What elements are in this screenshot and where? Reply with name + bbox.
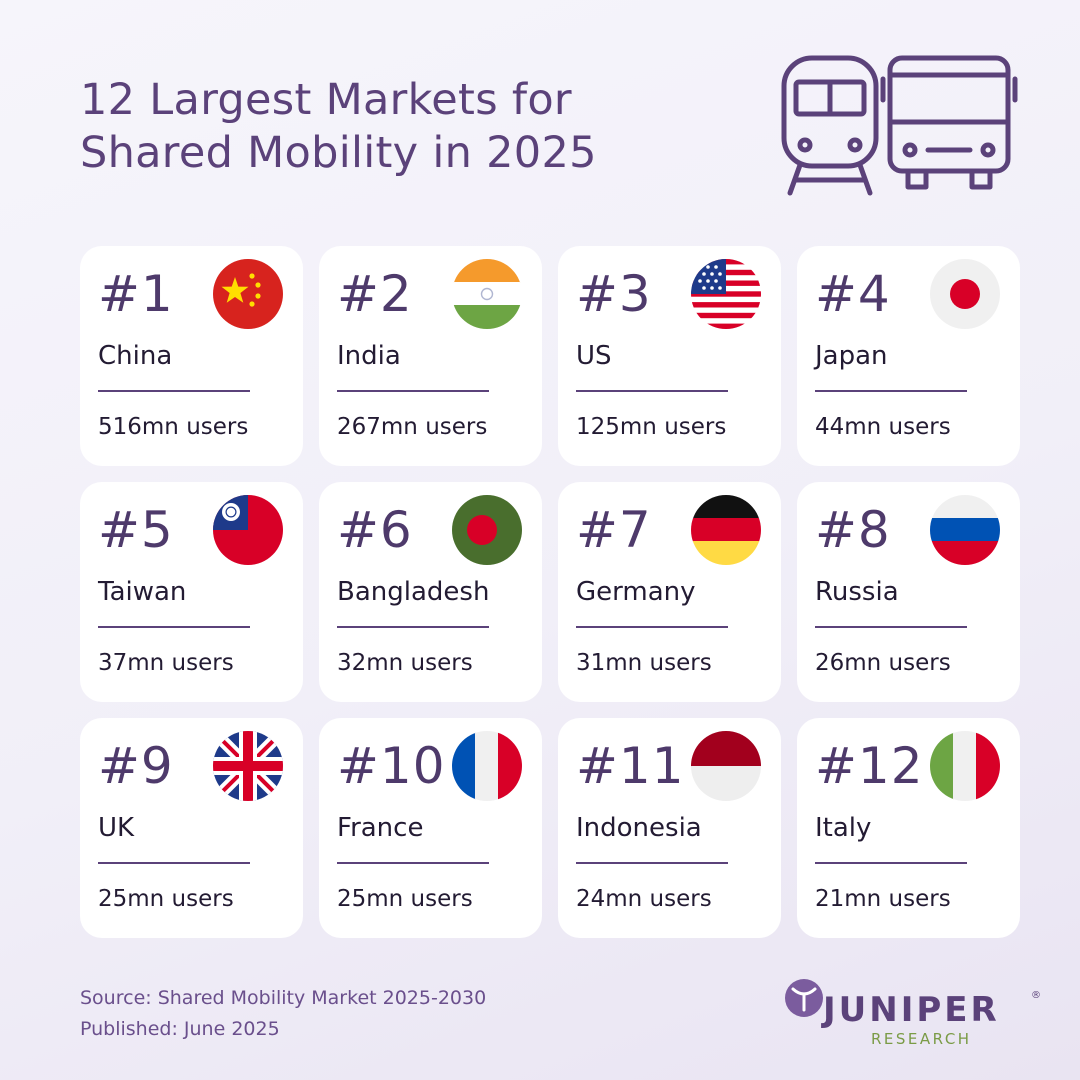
users-count: 24mn users: [576, 886, 712, 912]
market-card: #6 Bangladesh 32mn users: [319, 482, 542, 702]
divider: [576, 862, 728, 864]
japan-flag-icon: [930, 259, 1000, 329]
country-name: Russia: [815, 577, 899, 607]
rank-label: #12: [815, 737, 924, 795]
country-name: Bangladesh: [337, 577, 490, 607]
france-flag-icon: [452, 731, 522, 801]
divider: [98, 862, 250, 864]
divider: [815, 626, 967, 628]
country-name: Indonesia: [576, 813, 702, 843]
divider: [337, 390, 489, 392]
divider: [98, 626, 250, 628]
rank-label: #6: [337, 501, 413, 559]
divider: [576, 626, 728, 628]
indonesia-flag-icon: [691, 731, 761, 801]
divider: [815, 862, 967, 864]
market-card: #5 Taiwan 37mn users: [80, 482, 303, 702]
china-flag-icon: [213, 259, 283, 329]
country-name: Japan: [815, 341, 888, 371]
title-line-2: Shared Mobility in 2025: [80, 128, 597, 178]
divider: [98, 390, 250, 392]
users-count: 516mn users: [98, 414, 249, 440]
market-card: #4 Japan 44mn users: [797, 246, 1020, 466]
italy-flag-icon: [930, 731, 1000, 801]
divider: [815, 390, 967, 392]
source-note: Source: Shared Mobility Market 2025-2030…: [80, 983, 486, 1045]
rank-label: #8: [815, 501, 891, 559]
train-icon: [781, 55, 879, 196]
rank-label: #2: [337, 265, 413, 323]
us-flag-icon: [691, 259, 761, 329]
source-text: Source: Shared Mobility Market 2025-2030: [80, 987, 487, 1009]
bangladesh-flag-icon: [452, 495, 522, 565]
market-card: #12 Italy 21mn users: [797, 718, 1020, 938]
taiwan-flag-icon: [213, 495, 283, 565]
users-count: 44mn users: [815, 414, 951, 440]
divider: [337, 862, 489, 864]
country-name: Germany: [576, 577, 696, 607]
users-count: 25mn users: [337, 886, 473, 912]
market-card: #9 UK 25mn users: [80, 718, 303, 938]
market-card: #8 Russia 26mn users: [797, 482, 1020, 702]
rank-label: #5: [98, 501, 174, 559]
title-line-1: 12 Largest Markets for: [80, 75, 572, 125]
bus-icon: [880, 55, 1018, 190]
rank-label: #9: [98, 737, 174, 795]
users-count: 31mn users: [576, 650, 712, 676]
rank-label: #7: [576, 501, 652, 559]
users-count: 25mn users: [98, 886, 234, 912]
divider: [337, 626, 489, 628]
juniper-logo: JUNIPER ® RESEARCH: [783, 972, 1043, 1052]
logo-subtitle: RESEARCH: [871, 1030, 972, 1048]
users-count: 21mn users: [815, 886, 951, 912]
market-card: #3 US 125mn users: [558, 246, 781, 466]
users-count: 267mn users: [337, 414, 488, 440]
market-card: #2 India 267mn users: [319, 246, 542, 466]
juniper-logo-icon: [785, 979, 823, 1017]
uk-flag-icon: [213, 731, 283, 801]
rank-label: #1: [98, 265, 174, 323]
users-count: 37mn users: [98, 650, 234, 676]
divider: [576, 390, 728, 392]
country-name: Italy: [815, 813, 872, 843]
market-card: #10 France 25mn users: [319, 718, 542, 938]
published-text: Published: June 2025: [80, 1018, 280, 1040]
country-name: France: [337, 813, 424, 843]
rank-label: #3: [576, 265, 652, 323]
russia-flag-icon: [930, 495, 1000, 565]
users-count: 26mn users: [815, 650, 951, 676]
market-card: #1 China 516mn users: [80, 246, 303, 466]
country-name: China: [98, 341, 173, 371]
rank-label: #10: [337, 737, 446, 795]
country-name: India: [337, 341, 401, 371]
transport-icon: [781, 55, 1018, 196]
users-count: 125mn users: [576, 414, 727, 440]
market-card: #7 Germany 31mn users: [558, 482, 781, 702]
country-name: US: [576, 341, 612, 371]
logo-name: JUNIPER: [823, 990, 1000, 1030]
country-name: UK: [98, 813, 135, 843]
india-flag-icon: [452, 259, 522, 329]
page-title: 12 Largest Markets for Shared Mobility i…: [80, 74, 740, 180]
germany-flag-icon: [691, 495, 761, 565]
country-name: Taiwan: [98, 577, 187, 607]
logo-registered-mark: ®: [1031, 990, 1041, 1001]
market-card: #11 Indonesia 24mn users: [558, 718, 781, 938]
rank-label: #4: [815, 265, 891, 323]
markets-grid: #1 China 516mn users #2 India: [80, 246, 1020, 938]
users-count: 32mn users: [337, 650, 473, 676]
rank-label: #11: [576, 737, 685, 795]
